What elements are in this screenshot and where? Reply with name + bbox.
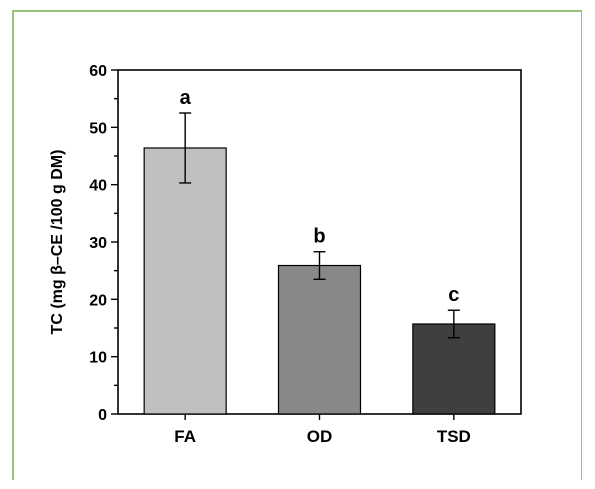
y-tick-label: 0 — [98, 407, 107, 424]
y-tick-label: 60 — [89, 63, 107, 80]
y-tick-label: 20 — [89, 292, 107, 309]
y-tick-label: 30 — [89, 235, 107, 252]
labels: 0 10 20 30 40 50 60 a FA b OD c TSD — [89, 63, 471, 446]
y-tick-label: 10 — [89, 350, 107, 367]
significance-label: b — [313, 226, 325, 248]
y-tick-label: 40 — [89, 178, 107, 195]
x-tick-label: TSD — [437, 427, 471, 446]
significance-label: a — [180, 87, 192, 109]
bars — [143, 112, 496, 415]
significance-label: c — [448, 284, 459, 306]
x-tick-label: OD — [307, 427, 333, 446]
y-axis-label: TC (mg β–CE /100 g DM) — [49, 150, 66, 335]
bar — [412, 323, 496, 415]
y-tick-label: 50 — [89, 120, 107, 137]
x-tick-label: FA — [174, 427, 196, 446]
bar — [143, 147, 227, 415]
bar — [277, 264, 362, 415]
figure-frame — [12, 10, 582, 480]
